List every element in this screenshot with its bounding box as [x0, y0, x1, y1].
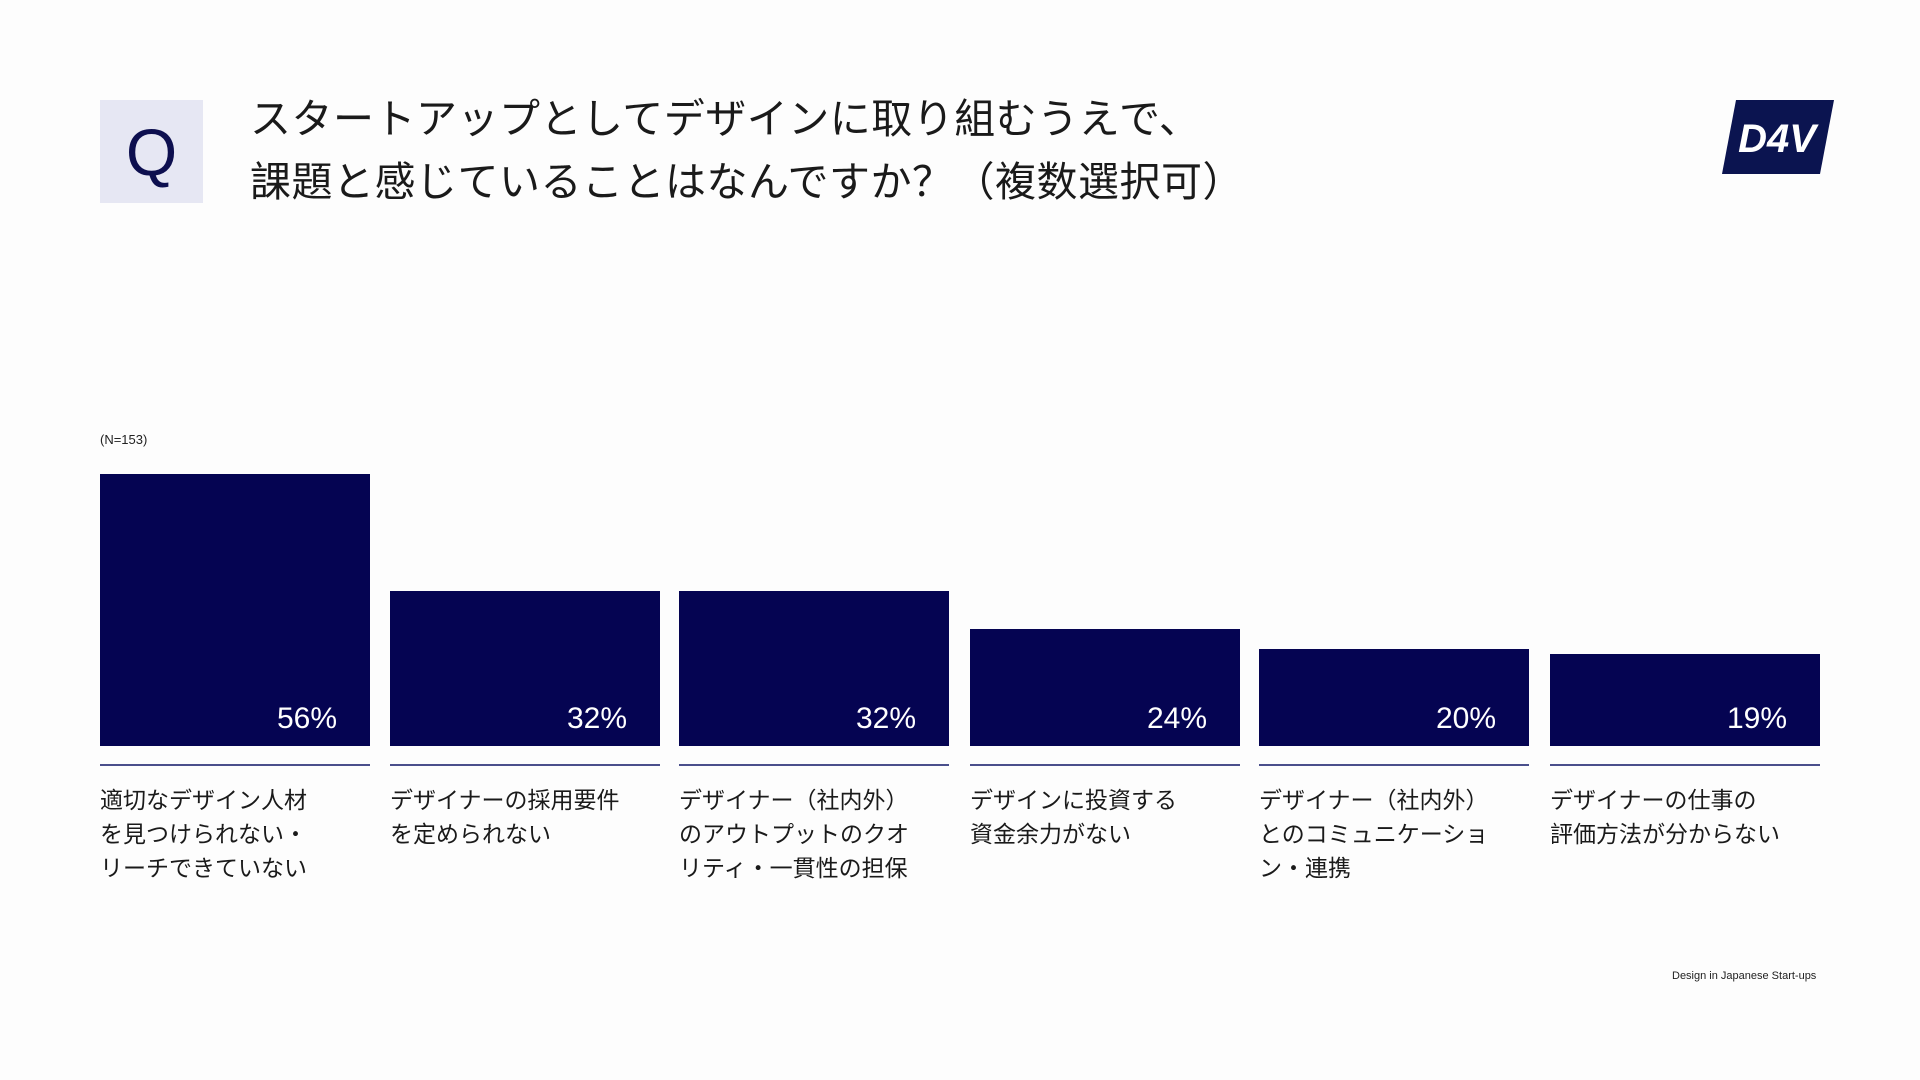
category-label-line: デザイナーの仕事の — [1550, 788, 1757, 814]
category-label-line: 評価方法が分からない — [1550, 822, 1780, 848]
category-label-4: デザインに投資する 資金余力がない — [970, 784, 1220, 852]
category-label-6: デザイナーの仕事の 評価方法が分からない — [1550, 784, 1800, 852]
category-label-line: を定められない — [390, 822, 551, 848]
footer-source: Design in Japanese Start-ups — [1672, 970, 1817, 982]
category-label-5: デザイナー（社内外） とのコミュニケーショ ン・連携 — [1259, 784, 1509, 886]
logo-text: D4V — [1738, 117, 1819, 161]
bar-6: 19% — [1550, 654, 1820, 746]
bar-value-label: 19% — [1726, 702, 1787, 735]
title-line-1: スタートアップとしてデザインに取り組むうえで、 — [250, 95, 1201, 143]
category-label-line: デザイナー（社内外） — [1259, 788, 1489, 814]
category-label-line: デザイナー（社内外） — [679, 788, 909, 814]
question-badge: Q — [100, 100, 203, 203]
category-label-line: を見つけられない・ — [100, 822, 307, 848]
sample-size: (N=153) — [100, 432, 148, 447]
bar-value-label: 32% — [566, 702, 627, 735]
bar-5: 20% — [1259, 649, 1529, 746]
bar-value-label: 20% — [1435, 702, 1496, 735]
category-divider — [1259, 764, 1529, 766]
category-label-1: 適切なデザイン人材 を見つけられない・ リーチできていない — [100, 784, 350, 886]
category-label-line: のアウトプットのクオ — [679, 822, 909, 848]
category-label-line: リティ・一貫性の担保 — [679, 856, 908, 882]
category-label-line: デザインに投資する — [970, 788, 1177, 814]
bar-1: 56% — [100, 474, 370, 746]
bar-2: 32% — [390, 591, 660, 746]
bar-value-label: 24% — [1146, 702, 1207, 735]
title-line-2: 課題と感じていることはなんですか？（複数選択可） — [250, 158, 1244, 206]
category-label-2: デザイナーの採用要件 を定められない — [390, 784, 640, 852]
category-label-line: ン・連携 — [1259, 856, 1351, 882]
d4v-logo-icon: D4V — [1722, 100, 1834, 174]
bar-4: 24% — [970, 629, 1240, 746]
category-label-line: 資金余力がない — [970, 822, 1131, 848]
question-badge-letter: Q — [125, 114, 178, 189]
bar-3: 32% — [679, 591, 949, 746]
category-divider — [390, 764, 660, 766]
category-divider — [679, 764, 949, 766]
bar-value-label: 32% — [855, 702, 916, 735]
category-divider — [1550, 764, 1820, 766]
category-label-3: デザイナー（社内外） のアウトプットのクオ リティ・一貫性の担保 — [679, 784, 929, 886]
page-title: スタートアップとしてデザインに取り組むうえで、 課題と感じていることはなんですか… — [250, 88, 1450, 214]
category-divider — [970, 764, 1240, 766]
category-label-line: 適切なデザイン人材 — [100, 788, 307, 814]
category-label-line: とのコミュニケーショ — [1259, 822, 1489, 848]
category-divider — [100, 764, 370, 766]
category-label-line: デザイナーの採用要件 — [390, 788, 620, 814]
category-label-line: リーチできていない — [100, 856, 307, 882]
bar-value-label: 56% — [276, 702, 337, 735]
d4v-logo: D4V — [1722, 100, 1834, 174]
